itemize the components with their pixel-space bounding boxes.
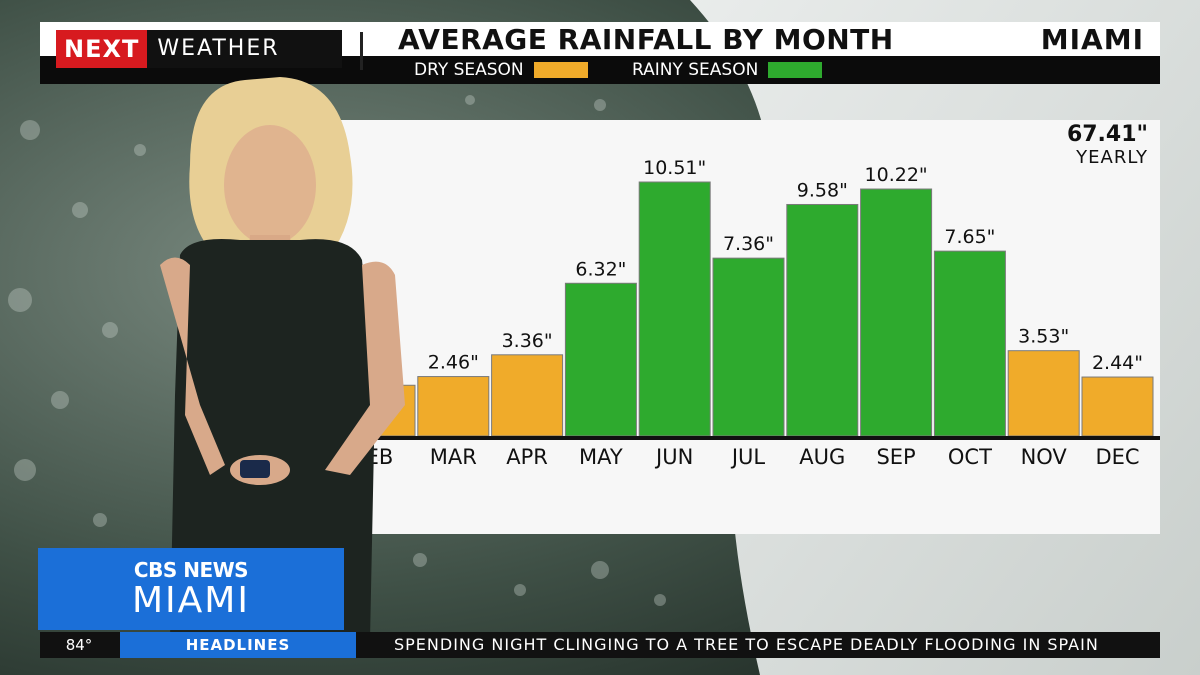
yearly-total-label: YEARLY [1076, 147, 1148, 168]
month-label-oct: OCT [948, 445, 992, 469]
legend-dry: DRY SEASON [414, 56, 588, 84]
bar-jun [638, 181, 711, 437]
value-label-dec: 2.44" [1092, 352, 1143, 374]
bar-may [564, 282, 637, 437]
legend-rainy-swatch [768, 62, 823, 78]
month-label-mar: MAR [430, 445, 477, 469]
ticker-tag: HEADLINES [120, 632, 356, 658]
month-label-dec: DEC [1095, 445, 1139, 469]
x-axis-line [300, 436, 1160, 440]
header-bar: NEXT WEATHER AVERAGE RAINFALL BY MONTH M… [40, 22, 1160, 84]
bar-dec [1081, 376, 1154, 437]
news-ticker: 84° HEADLINES SPENDING NIGHT CLINGING TO… [40, 632, 1160, 658]
value-label-jul: 7.36" [723, 233, 774, 255]
bar-jul [712, 257, 785, 437]
value-label-apr: 3.36" [502, 330, 553, 352]
bar-sep [860, 188, 933, 437]
month-label-apr: APR [506, 445, 548, 469]
city-name: MIAMI [1040, 23, 1144, 56]
legend-dry-swatch [533, 62, 588, 78]
header-divider [360, 32, 363, 70]
bar-aug [786, 203, 859, 437]
bar-nov [1007, 350, 1080, 437]
value-label-jun: 10.51" [643, 157, 706, 179]
value-label-aug: 9.58" [797, 179, 848, 201]
value-label-may: 6.32" [575, 258, 626, 280]
bar-oct [933, 250, 1006, 437]
presenter [160, 77, 405, 640]
value-label-mar: 2.46" [428, 352, 479, 374]
month-label-may: MAY [579, 445, 623, 469]
logo-weather: WEATHER [147, 30, 342, 68]
bar-mar [417, 376, 490, 437]
month-label-aug: AUG [799, 445, 845, 469]
cbs-news-miami-logo: CBS NEWS MIAMI [38, 548, 344, 630]
month-label-jun: JUN [654, 445, 693, 469]
legend-dry-label: DRY SEASON [414, 60, 524, 80]
month-label-sep: SEP [876, 445, 915, 469]
chart-title: AVERAGE RAINFALL BY MONTH [398, 23, 894, 56]
bar-apr [491, 354, 564, 437]
next-weather-logo: NEXT WEATHER [56, 30, 342, 68]
logo-next: NEXT [56, 30, 148, 68]
brand-line1: CBS NEWS [133, 558, 249, 582]
yearly-total: 67.41" YEARLY [1067, 122, 1148, 168]
ticker-temperature: 84° [65, 636, 93, 654]
month-label-jul: JUL [730, 445, 766, 469]
value-label-sep: 10.22" [865, 164, 928, 186]
legend-rainy-label: RAINY SEASON [632, 60, 759, 80]
value-label-nov: 3.53" [1018, 326, 1069, 348]
month-label-nov: NOV [1021, 445, 1068, 469]
value-label-oct: 7.65" [944, 226, 995, 248]
ticker-headline: SPENDING NIGHT CLINGING TO A TREE TO ESC… [394, 635, 1099, 654]
brand-line2: MIAMI [132, 580, 250, 621]
yearly-total-value: 67.41" [1066, 122, 1148, 147]
legend-rainy: RAINY SEASON [632, 56, 823, 84]
rainfall-bar-chart: EB2.46"MAR3.36"APR6.32"MAY10.51"JUN7.36"… [300, 157, 1160, 469]
